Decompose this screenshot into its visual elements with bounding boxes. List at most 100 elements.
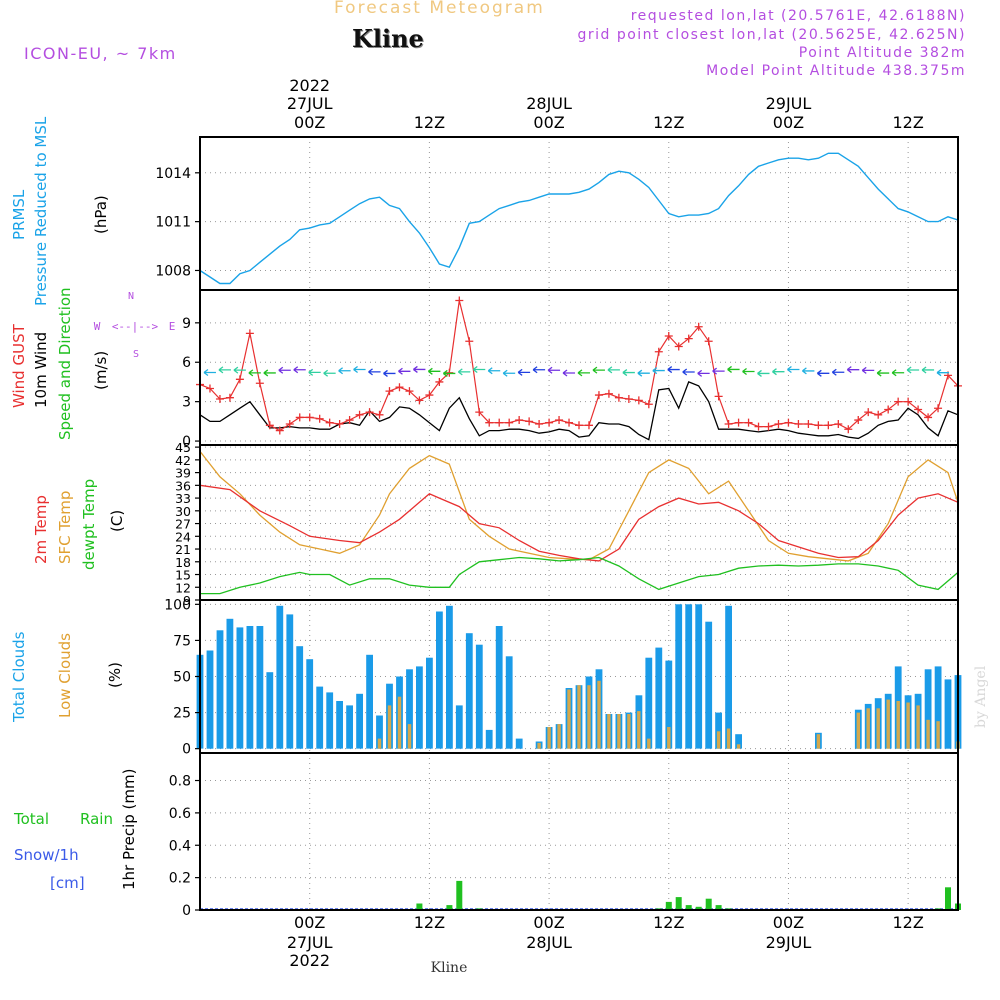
gust-marker bbox=[824, 421, 833, 430]
bottom-date-label: 28JUL bbox=[526, 933, 572, 952]
y-tick-label: 1011 bbox=[155, 215, 191, 231]
bottom-date-label: 27JUL bbox=[287, 933, 333, 952]
low-cloud-bar bbox=[876, 708, 880, 749]
wind-direction-arrow bbox=[532, 366, 546, 374]
gust-marker bbox=[515, 416, 524, 425]
grid-lines bbox=[200, 137, 958, 911]
y-tick-label: 30 bbox=[175, 504, 191, 519]
label-hpa: (hPa) bbox=[92, 195, 110, 234]
rain-bar bbox=[416, 903, 423, 910]
rain-bar bbox=[705, 898, 712, 910]
top-date-label: 27JUL bbox=[287, 94, 333, 113]
wind-direction-arrow bbox=[517, 368, 531, 376]
gust-marker bbox=[894, 397, 903, 406]
low-cloud-bar bbox=[587, 685, 591, 749]
total-cloud-bar bbox=[416, 666, 423, 749]
y-tick-label: 0.4 bbox=[169, 838, 191, 854]
y-tick-label: 0 bbox=[182, 434, 191, 450]
top-hour-label: 00Z bbox=[773, 113, 804, 132]
total-cloud-bar bbox=[296, 646, 304, 749]
low-cloud-bar bbox=[397, 696, 402, 749]
bottom-hour-label: 12Z bbox=[414, 913, 445, 932]
gust-marker bbox=[934, 404, 943, 413]
compass-e: E bbox=[169, 320, 176, 333]
rain-bar bbox=[715, 905, 722, 910]
gust-marker bbox=[295, 413, 304, 422]
label-pressure-msl: Pressure Reduced to MSL bbox=[32, 116, 50, 306]
y-tick-label: 21 bbox=[175, 542, 191, 557]
y-tick-label: 27 bbox=[175, 517, 191, 532]
model-altitude: Model Point Altitude 438.375m bbox=[706, 63, 966, 79]
total-cloud-bar bbox=[725, 605, 732, 749]
low-cloud-bar bbox=[607, 714, 611, 749]
gust-marker bbox=[854, 416, 863, 425]
label-total-clouds: Total Clouds bbox=[10, 631, 28, 723]
total-cloud-bar bbox=[446, 605, 453, 749]
gust-marker bbox=[355, 410, 364, 419]
y-tick-label: 1008 bbox=[155, 263, 191, 279]
low-cloud-bar bbox=[926, 719, 930, 749]
sfc-temp-line bbox=[199, 450, 959, 562]
gust-marker bbox=[395, 383, 404, 392]
total-cloud-bar bbox=[266, 672, 274, 749]
wind-direction-arrow bbox=[472, 365, 486, 374]
gust-marker bbox=[535, 419, 544, 428]
gust-marker bbox=[275, 426, 284, 435]
total-cloud-bar bbox=[705, 621, 713, 749]
gust-marker bbox=[265, 421, 274, 430]
label-rain: Rain bbox=[80, 810, 113, 828]
wind-direction-arrow bbox=[861, 366, 875, 374]
wind-direction-arrow bbox=[278, 366, 291, 374]
low-cloud-bar bbox=[557, 724, 561, 749]
gust-marker bbox=[565, 418, 574, 427]
low-cloud-bar bbox=[377, 738, 382, 749]
wind-direction-arrow bbox=[457, 368, 471, 376]
low-cloud-bar bbox=[547, 727, 551, 749]
total-cloud-bar bbox=[685, 604, 693, 749]
wind-direction-arrow bbox=[772, 368, 785, 376]
gust-marker bbox=[335, 419, 344, 428]
low-cloud-bar bbox=[537, 742, 541, 749]
y-tick-label: 24 bbox=[175, 529, 191, 544]
y-tick-label: 0.6 bbox=[169, 806, 191, 822]
gust-marker bbox=[365, 408, 374, 417]
gust-marker bbox=[475, 408, 484, 417]
gust-marker bbox=[555, 416, 564, 425]
compass-w: W bbox=[94, 320, 101, 333]
y-tick-label: 50 bbox=[173, 670, 191, 686]
label-prmsl: PRMSL bbox=[10, 189, 28, 240]
total-cloud-bar bbox=[316, 686, 324, 749]
low-cloud-bar bbox=[716, 731, 721, 749]
y-tick-label: 42 bbox=[175, 453, 191, 468]
panel-frame bbox=[199, 444, 959, 601]
label-dewpt-temp: dewpt Temp bbox=[80, 479, 98, 570]
gust-marker bbox=[495, 418, 504, 427]
label-sfc-temp: SFC Temp bbox=[56, 491, 74, 564]
total-cloud-bar bbox=[426, 657, 433, 749]
requested-coords: requested lon,lat (20.5761E, 42.6188N) bbox=[630, 8, 966, 24]
wind-direction-arrow bbox=[891, 369, 905, 377]
model-label: ICON-EU, ~ 7km bbox=[24, 44, 177, 63]
y-tick-label: 6 bbox=[182, 355, 191, 371]
gust-marker bbox=[684, 334, 693, 343]
total-cloud-bar bbox=[485, 729, 493, 749]
compass-n: N bbox=[128, 291, 134, 302]
wind-compass: N W <--|--> E S bbox=[94, 291, 176, 360]
wind-direction-arrow bbox=[383, 369, 396, 377]
total-cloud-bar bbox=[256, 626, 264, 749]
wind-direction-arrow bbox=[502, 369, 516, 377]
wind-direction-arrow bbox=[607, 366, 620, 374]
rain-bar bbox=[685, 905, 692, 910]
wind-direction-arrow bbox=[667, 366, 680, 374]
gust-marker bbox=[864, 408, 873, 417]
total-cloud-bar bbox=[206, 650, 214, 749]
gust-marker bbox=[874, 410, 883, 419]
label-c: (C) bbox=[108, 510, 126, 532]
top-year-label: 2022 bbox=[289, 76, 330, 95]
low-cloud-bar bbox=[886, 699, 890, 749]
top-date-label: 29JUL bbox=[766, 94, 812, 113]
low-cloud-bar bbox=[856, 712, 860, 749]
rain-bar bbox=[945, 887, 951, 910]
y-tick-label: 1014 bbox=[155, 166, 191, 182]
wind-direction-arrow bbox=[263, 369, 276, 377]
